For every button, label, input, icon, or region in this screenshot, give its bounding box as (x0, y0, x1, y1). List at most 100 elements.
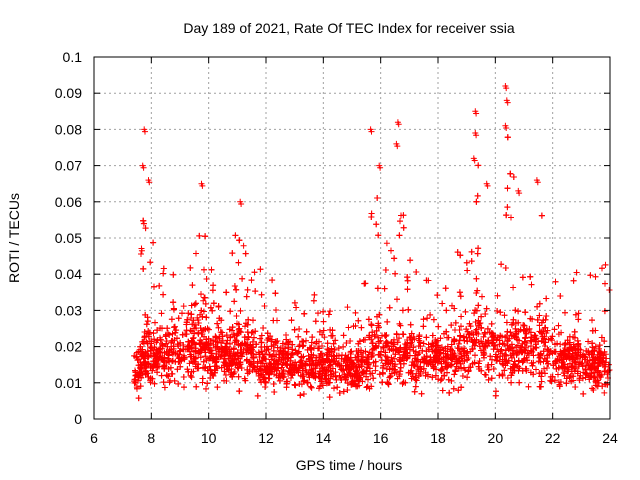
data-point (262, 384, 269, 390)
data-point (413, 269, 420, 275)
data-point (270, 317, 277, 324)
data-point (190, 317, 197, 324)
data-point (458, 323, 464, 330)
data-point (364, 383, 371, 390)
data-point (543, 358, 550, 365)
data-point (244, 321, 251, 328)
data-point (285, 339, 292, 345)
data-point (204, 380, 211, 387)
data-point (416, 350, 423, 356)
data-point (585, 338, 592, 345)
data-point (521, 349, 528, 356)
chart-title: Day 189 of 2021, Rate Of TEC Index for r… (183, 20, 514, 36)
data-point (295, 333, 302, 340)
data-point (457, 293, 464, 300)
data-point (387, 373, 394, 380)
data-point (250, 317, 256, 324)
data-point (466, 364, 473, 371)
data-point (362, 348, 369, 355)
data-point (459, 373, 466, 379)
data-point (250, 355, 257, 361)
data-point (383, 332, 390, 338)
data-point (192, 321, 198, 328)
data-point (299, 338, 305, 345)
data-point (336, 362, 343, 369)
data-point (200, 308, 207, 315)
data-point (439, 300, 446, 307)
data-point (503, 319, 510, 326)
data-point (525, 383, 532, 390)
data-point (505, 357, 512, 364)
data-point (203, 276, 210, 282)
data-point (402, 346, 409, 353)
data-point (439, 387, 446, 394)
data-point (236, 325, 243, 332)
data-point (154, 355, 160, 362)
data-point (296, 326, 303, 332)
data-point (215, 324, 222, 331)
data-point (389, 358, 396, 365)
data-point (482, 311, 489, 317)
data-point (316, 385, 322, 392)
data-point (184, 366, 191, 373)
data-point (215, 303, 222, 309)
data-point (418, 390, 425, 397)
data-point (214, 320, 221, 327)
data-point (300, 391, 307, 397)
data-point (356, 338, 363, 345)
data-point (160, 291, 167, 298)
data-point (147, 379, 154, 386)
data-point (494, 346, 501, 353)
data-point (185, 338, 192, 345)
data-point (501, 356, 508, 363)
data-point (254, 392, 261, 399)
data-point (456, 289, 463, 296)
data-point (500, 361, 507, 368)
data-point (358, 357, 365, 364)
data-point (391, 255, 398, 262)
data-point (588, 362, 595, 369)
data-point (160, 270, 167, 277)
data-point (501, 367, 508, 374)
data-point (366, 365, 373, 372)
data-point (347, 338, 354, 344)
data-point (368, 214, 375, 220)
data-point (133, 384, 140, 391)
data-point (571, 345, 578, 352)
data-point (488, 320, 495, 327)
data-point (225, 366, 232, 373)
data-point (167, 364, 174, 371)
data-point (510, 174, 517, 180)
data-point (209, 307, 216, 314)
data-point (296, 342, 303, 349)
data-point (369, 346, 376, 353)
data-point (527, 337, 534, 344)
data-point (237, 347, 244, 353)
data-point (464, 349, 471, 355)
data-point (501, 312, 508, 319)
data-point (373, 343, 380, 350)
data-point (294, 350, 301, 357)
data-point (392, 270, 399, 277)
data-point (405, 306, 412, 313)
data-point (348, 381, 355, 388)
data-point (189, 282, 196, 289)
data-point (271, 357, 278, 364)
data-point (488, 375, 495, 382)
data-point (309, 334, 316, 341)
data-point (587, 272, 594, 279)
data-point (252, 328, 259, 335)
data-point (448, 322, 455, 329)
data-point (361, 368, 367, 375)
data-point (541, 365, 547, 372)
data-point (528, 281, 535, 288)
data-point (601, 338, 608, 345)
data-point (384, 318, 391, 325)
data-point (393, 331, 400, 338)
data-point (212, 345, 219, 351)
data-point (235, 321, 242, 328)
data-point (415, 372, 422, 379)
data-point (589, 317, 595, 324)
data-point (278, 347, 284, 354)
